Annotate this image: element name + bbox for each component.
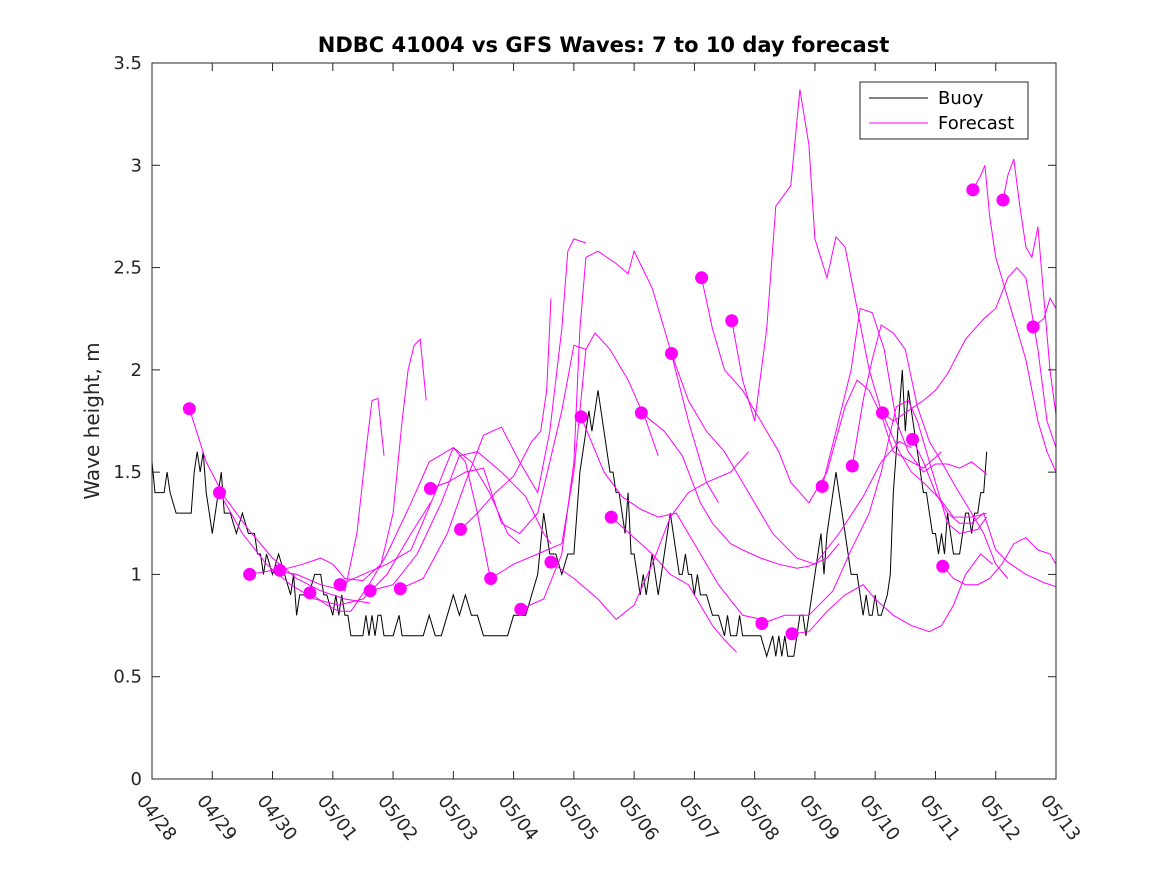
- y-tick-label: 2: [131, 360, 142, 381]
- forecast-run-line: [550, 451, 749, 621]
- forecast-run-line: [942, 536, 1056, 586]
- forecast-run-line: [701, 277, 942, 504]
- forecast-start-point: [514, 602, 528, 616]
- forecast-start-point: [363, 584, 377, 598]
- forecast-start-point: [212, 486, 226, 500]
- y-tick-label: 1: [131, 564, 142, 585]
- forecast-run-line: [460, 298, 552, 530]
- legend-label: Forecast: [938, 113, 1014, 134]
- legend: Buoy Forecast: [859, 81, 1029, 140]
- forecast-run-line: [1002, 158, 1056, 415]
- y-tick-label: 1.5: [113, 462, 142, 483]
- forecast-run-line: [761, 399, 988, 624]
- y-tick-label: 0: [131, 769, 142, 790]
- forecast-run-line: [188, 408, 371, 604]
- forecast-start-point: [454, 522, 468, 536]
- forecast-start-point: [393, 582, 407, 596]
- forecast-run-line: [490, 332, 659, 579]
- y-tick-label: 0.5: [113, 667, 142, 688]
- forecast-run-line: [671, 353, 912, 565]
- y-tick-label: 2.5: [113, 258, 142, 279]
- forecast-run-line: [430, 344, 587, 535]
- forecast-start-point: [544, 555, 558, 569]
- forecast-start-point: [906, 432, 920, 446]
- forecast-start-point: [755, 617, 769, 631]
- forecast-start-point: [484, 572, 498, 586]
- chart-title: NDBC 41004 vs GFS Waves: 7 to 10 day for…: [318, 33, 889, 57]
- forecast-run-line: [641, 412, 840, 569]
- forecast-start-point: [604, 510, 618, 524]
- forecast-start-point: [423, 482, 437, 496]
- forecast-run-line: [520, 249, 719, 610]
- forecast-run-line: [309, 446, 490, 612]
- forecast-start-point: [996, 193, 1010, 207]
- forecast-start-point: [845, 459, 859, 473]
- plot-area: [152, 89, 1056, 659]
- legend-box: [859, 81, 1029, 140]
- forecast-start-point: [333, 578, 347, 592]
- forecast-start-point: [664, 346, 678, 360]
- forecast-start-point: [303, 586, 317, 600]
- forecast-run-line: [580, 416, 763, 620]
- forecast-run-line: [731, 89, 987, 518]
- forecast-run-line: [821, 307, 988, 487]
- forecast-start-point: [634, 406, 648, 420]
- forecast-start-point: [182, 402, 196, 416]
- forecast-start-point: [725, 314, 739, 328]
- forecast-run-line: [400, 238, 587, 590]
- forecast-run-line: [791, 553, 994, 635]
- forecast-start-point: [936, 559, 950, 573]
- forecast-start-point: [815, 479, 829, 493]
- legend-label: Buoy: [938, 88, 984, 109]
- forecast-start-point: [966, 183, 980, 197]
- forecast-start-point: [243, 567, 257, 581]
- forecast-run-line: [610, 516, 737, 653]
- y-axis-label: Wave height, m: [80, 342, 104, 499]
- forecast-start-point: [574, 410, 588, 424]
- forecast-start-point: [875, 406, 889, 420]
- y-tick-label: 3: [131, 155, 142, 176]
- forecast-run-line: [1032, 297, 1056, 328]
- forecast-run-line: [370, 451, 552, 592]
- y-tick-label: 3.5: [113, 53, 142, 74]
- forecast-run-line: [912, 439, 1056, 588]
- forecast-start-point: [1026, 320, 1040, 334]
- forecast-run-line: [851, 324, 1009, 579]
- forecast-run-line: [972, 165, 1056, 473]
- axes-box: [151, 62, 1057, 780]
- forecast-start-point: [695, 271, 709, 285]
- forecast-run-line: [219, 492, 431, 606]
- forecast-start-point: [785, 627, 799, 641]
- forecast-start-point: [273, 563, 287, 577]
